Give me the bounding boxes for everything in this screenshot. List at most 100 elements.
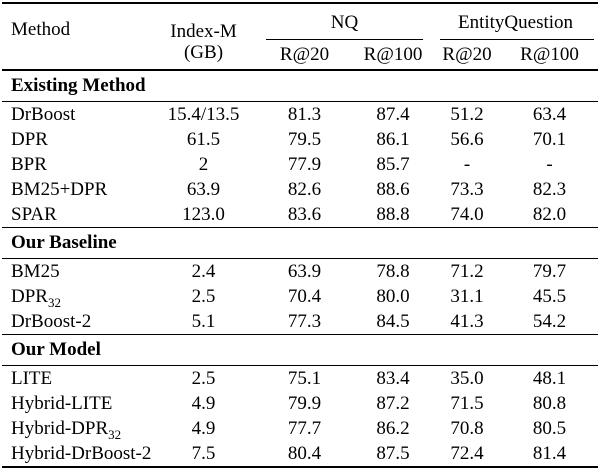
nq-group-header: NQ [256,3,433,40]
index-size-cell: 123.0 [182,203,225,225]
section-header-row: Our Baseline [2,227,599,259]
nq-r20-column-header: R@20 [279,43,330,65]
method-label: Hybrid-LITE [11,392,113,414]
header-row-groups: Method Index-M (GB) NQ EntityQuestion [2,3,598,63]
nq-r20-cell: 82.6 [287,178,322,200]
table-row: BM25 2.4 63.9 78.8 71.2 79.7 [2,259,598,285]
method-label: DPR [11,128,48,150]
eq-r20-cell: 72.4 [450,442,484,464]
nq-group-label: NQ [330,12,359,33]
table-row: DPR32 2.5 70.4 80.0 31.1 45.5 [2,284,598,309]
nq-r100-cell: 87.2 [376,392,410,414]
eq-r100-cell: 48.1 [532,367,567,389]
entityquestion-group-label: EntityQuestion [457,12,574,33]
method-cell: DrBoost [2,102,151,128]
method-cell: DPR [2,127,151,152]
method-label: BM25 [11,260,60,282]
method-cell: SPAR [2,202,151,228]
nq-r100-cell: 87.4 [376,103,410,125]
method-label: LITE [11,367,53,389]
index-header-line1: Index-M [170,20,237,42]
eq-r20-column-header: R@20 [442,43,492,65]
table-header: Method Index-M (GB) NQ EntityQuestion R@… [2,3,599,70]
eq-r20-cell: 41.3 [450,310,484,332]
nq-r20-cell: 63.9 [287,260,322,282]
method-label: DrBoost-2 [11,310,92,332]
method-label: BPR [11,153,47,175]
eq-r20-cell: - [463,153,471,175]
eq-r100-column-header: R@100 [520,43,579,65]
table-row: DPR 61.5 79.5 86.1 56.6 70.1 [2,127,598,152]
nq-r20-cell: 77.3 [287,310,322,332]
nq-r20-cell: 70.4 [287,285,322,307]
index-size-cell: 61.5 [186,128,221,150]
method-cell: BM25 [2,259,151,285]
method-cell: LITE [2,366,151,392]
eq-r20-cell: 56.6 [450,128,484,150]
nq-r100-cell: 88.8 [376,203,410,225]
method-label: Hybrid-DrBoost-2 [11,442,151,464]
nq-r20-cell: 75.1 [287,367,322,389]
section-title: Existing Method [2,69,599,102]
section-our-baseline: Our Baseline BM25 2.4 63.9 78.8 71.2 79.… [2,227,599,335]
method-subscript: 32 [108,426,122,441]
table-row: SPAR 123.0 83.6 88.8 74.0 82.0 [2,202,598,228]
index-size-cell: 4.9 [191,417,216,439]
method-label: DrBoost [11,103,76,125]
method-cell: DrBoost-2 [2,309,151,335]
eq-r20-cell: 71.2 [450,260,484,282]
nq-r100-cell: 78.8 [376,260,410,282]
eq-r100-cell: 79.7 [532,260,567,282]
method-cell: BM25+DPR [2,177,151,202]
index-size-cell: 2 [198,153,209,175]
method-cell: Hybrid-DPR32 [2,416,151,441]
eq-r100-cell: 80.8 [532,392,567,414]
eq-r20-cell: 51.2 [450,103,484,125]
eq-r20-cell: 74.0 [450,203,484,225]
section-existing-method: Existing Method DrBoost 15.4/13.5 81.3 8… [2,69,599,228]
nq-r20-cell: 79.9 [287,392,322,414]
eq-r20-cell: 73.3 [450,178,484,200]
table-row: DrBoost-2 5.1 77.3 84.5 41.3 54.2 [2,309,598,335]
table-row: Hybrid-LITE 4.9 79.9 87.2 71.5 80.8 [2,391,598,416]
index-size-cell: 15.4/13.5 [167,103,240,125]
eq-r100-cell: 82.0 [532,203,567,225]
index-size-cell: 2.5 [191,285,216,307]
nq-r100-cell: 83.4 [376,367,410,389]
eq-r100-cell: - [546,153,553,175]
table-row: Hybrid-DrBoost-2 7.5 80.4 87.5 72.4 81.4 [2,441,598,467]
table-row: BPR 2 77.9 85.7 - - [2,152,598,177]
table-row: LITE 2.5 75.1 83.4 35.0 48.1 [2,366,598,392]
nq-r100-cell: 80.0 [376,285,410,307]
eq-r100-cell: 82.3 [532,178,567,200]
eq-r20-cell: 35.0 [450,367,484,389]
eq-r100-cell: 80.5 [532,417,567,439]
nq-r20-cell: 80.4 [287,442,322,464]
section-header-row: Our Model [2,334,599,366]
nq-r100-cell: 87.5 [376,442,410,464]
index-header-line2: (GB) [183,41,224,63]
section-header-row: Existing Method [2,69,599,102]
eq-r20-cell: 31.1 [450,285,484,307]
index-size-cell: 7.5 [191,442,216,464]
section-our-model: Our Model LITE 2.5 75.1 83.4 35.0 48.1 H… [2,334,599,468]
nq-r20-cell: 79.5 [287,128,322,150]
eq-r20-cell: 70.8 [450,417,484,439]
entityquestion-cmidrule-divider [440,39,595,40]
nq-r20-cell: 77.7 [287,417,322,439]
index-column-header: Index-M (GB) [151,3,256,70]
index-size-cell: 63.9 [186,178,221,200]
eq-r100-cell: 70.1 [532,128,567,150]
method-label: Hybrid-DPR [11,417,109,439]
nq-r20-cell: 77.9 [287,153,322,175]
nq-r100-cell: 88.6 [376,178,410,200]
method-cell: Hybrid-DrBoost-2 [2,441,151,467]
index-size-cell: 2.4 [191,260,216,282]
method-cell: Hybrid-LITE [2,391,151,416]
nq-r100-column-header: R@100 [363,43,423,65]
table-row: DrBoost 15.4/13.5 81.3 87.4 51.2 63.4 [2,102,598,128]
method-label: BM25+DPR [11,178,108,200]
method-cell: BPR [2,152,151,177]
nq-r100-cell: 85.7 [376,153,410,175]
